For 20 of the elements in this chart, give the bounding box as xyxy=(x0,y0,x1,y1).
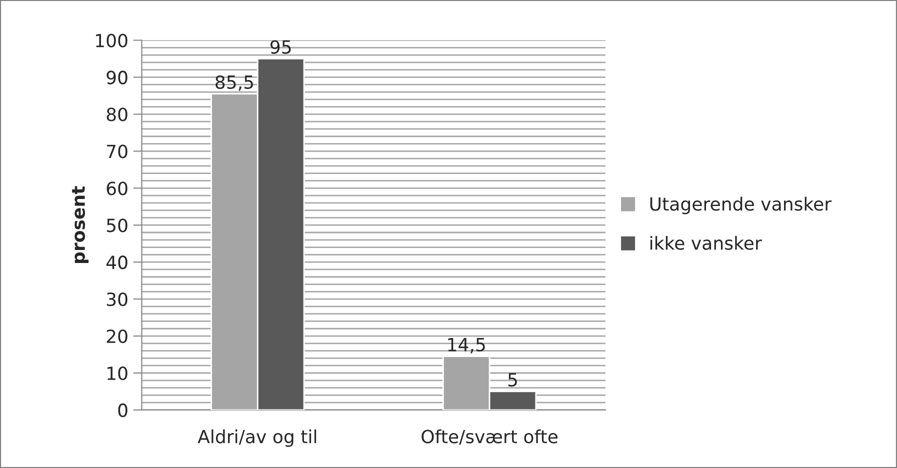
x-tick-label: Aldri/av og til xyxy=(198,429,316,447)
y-tick-label: 50 xyxy=(106,218,128,232)
y-axis-title: prosent xyxy=(72,186,89,263)
legend-label: Utagerende vansker xyxy=(650,196,832,214)
y-tick-label: 10 xyxy=(108,366,128,380)
y-tick-label: 0 xyxy=(118,403,128,418)
legend-label: ikke vansker xyxy=(650,236,762,250)
data-label: 95 xyxy=(270,40,291,54)
y-tick-label: 30 xyxy=(106,292,128,306)
data-label: 5 xyxy=(508,373,517,387)
y-tick-label: 20 xyxy=(106,329,128,344)
y-tick-label: 80 xyxy=(106,108,128,122)
data-label: 14,5 xyxy=(448,338,485,354)
y-tick-label: 100 xyxy=(96,34,128,48)
data-label: 85,5 xyxy=(216,75,253,91)
y-tick-label: 90 xyxy=(106,70,128,84)
y-tick-label: 40 xyxy=(106,256,128,270)
y-tick-label: 60 xyxy=(106,182,128,196)
y-tick-label: 70 xyxy=(107,144,128,158)
x-tick-label: Ofte/svært ofte xyxy=(422,429,558,445)
